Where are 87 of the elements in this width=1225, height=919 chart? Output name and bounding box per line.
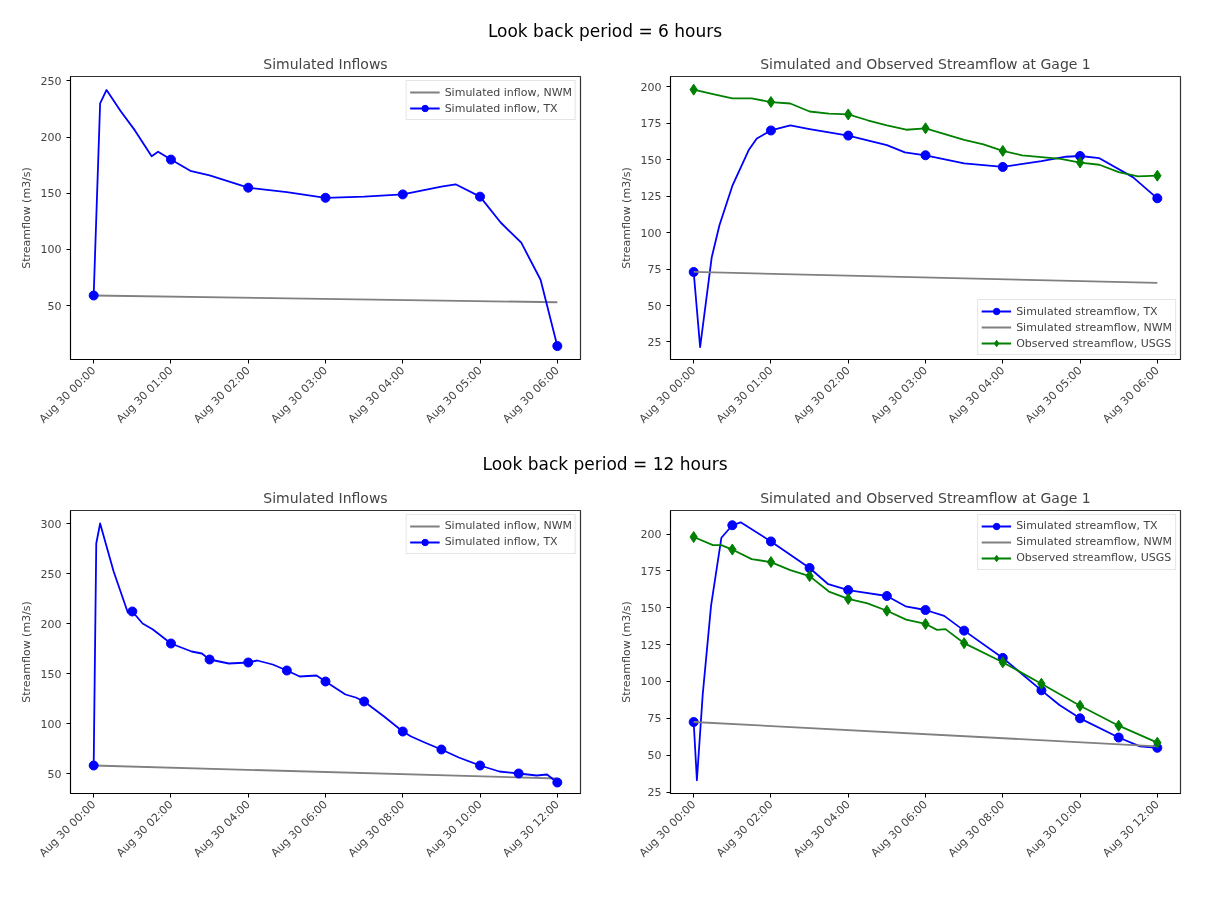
legend-label: Observed streamflow, USGS [1016,335,1172,352]
point [766,555,776,568]
point [1075,156,1085,169]
point [88,290,99,301]
point [127,606,138,617]
point [765,125,776,136]
y-tick-label: 100 [40,243,62,257]
y-tick-label: 75 [647,711,662,725]
point [843,130,854,141]
point [320,676,331,687]
legend-label: Simulated streamflow, TX [1016,518,1158,534]
point [1075,712,1086,723]
point [243,657,254,668]
point [359,696,370,707]
legend-label: Observed streamflow, USGS [1016,550,1172,566]
y-tick-label: 50 [47,767,62,781]
y-tick-label: 200 [640,80,662,94]
point [959,636,969,649]
y-tick-label: 150 [40,187,62,201]
point [165,638,176,649]
point [513,768,524,779]
point [165,154,176,165]
y-tick-label: 25 [647,785,662,799]
y-tick-label: 125 [640,638,662,652]
chart-title: Simulated and Observed Streamflow at Gage 1 [760,489,1091,506]
y-tick-label: 250 [40,567,62,581]
chart-title: Simulated Inflows [263,55,388,72]
y-tick-label: 50 [47,299,62,313]
y-axis-title: Streamflow (m3/s) [19,167,33,270]
y-tick-label: 50 [647,299,662,313]
point [397,189,408,200]
point [727,519,738,530]
chart-subtitle: Look back period = 12 hours [482,453,728,477]
legend-label: Simulated streamflow, NWM [1016,534,1172,550]
y-tick-label: 150 [640,153,662,167]
y-tick-label: 150 [40,667,62,681]
point [920,150,931,161]
y-tick-label: 175 [640,117,662,131]
legend-label: Simulated streamflow, NWM [1016,319,1172,336]
legend-label: Simulated streamflow, TX [1016,303,1158,320]
point [436,744,447,755]
y-tick-label: 300 [40,517,62,531]
point [552,341,563,352]
chart-subtitle: Look back period = 6 hours [487,20,723,43]
legend-label: Simulated inflow, TX [444,534,558,550]
y-axis-title: Streamflow (m3/s) [619,167,633,270]
point [997,162,1008,173]
y-tick-label: 250 [40,75,62,89]
point [475,191,486,202]
y-tick-label: 200 [40,131,62,145]
y-tick-label: 100 [640,226,662,240]
point [881,590,892,601]
point [243,182,254,193]
y-tick-label: 50 [647,748,662,762]
legend-label: Simulated inflow, TX [444,100,558,117]
point [281,665,292,676]
y-tick-label: 200 [40,617,62,631]
y-tick-label: 100 [640,675,662,689]
y-tick-label: 125 [640,190,662,204]
point [397,726,408,737]
y-tick-label: 100 [40,717,62,731]
point [804,562,815,573]
chart-title: Simulated and Observed Streamflow at Gage 1 [760,55,1091,72]
legend-label: Simulated inflow, NWM [444,84,572,101]
point [882,604,892,617]
point [765,536,776,547]
point [959,625,970,636]
y-tick-label: 200 [640,527,662,541]
y-tick-label: 150 [640,601,662,615]
chart-title: Simulated Inflows [263,489,388,506]
point [320,193,331,204]
point [475,760,486,771]
y-tick-label: 75 [647,263,662,277]
point [766,96,776,109]
point [1113,732,1124,743]
point [843,584,854,595]
point [88,760,99,771]
point [204,654,215,665]
y-axis-title: Streamflow (m3/s) [619,600,633,703]
point [920,604,931,615]
point [1152,193,1163,204]
y-tick-label: 175 [640,564,662,578]
y-tick-label: 25 [647,336,662,350]
point [552,777,563,788]
legend-label: Simulated inflow, NWM [444,518,572,534]
point [1075,699,1085,712]
y-axis-title: Streamflow (m3/s) [19,600,33,703]
